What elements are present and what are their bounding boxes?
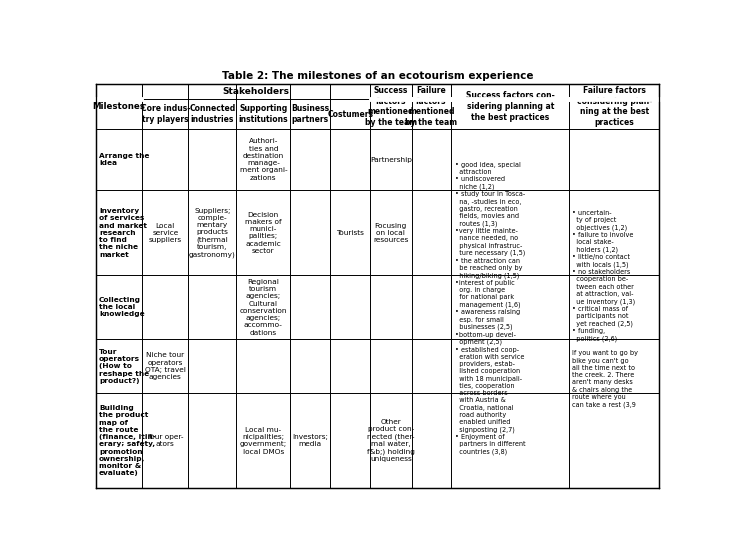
- Text: Success
factors
mentioned
by the team: Success factors mentioned by the team: [365, 86, 417, 127]
- Text: Collecting
the local
knowledge: Collecting the local knowledge: [99, 297, 144, 317]
- Text: Business
partners: Business partners: [291, 104, 329, 124]
- Text: Authori-
ties and
destination
manage-
ment organi-
zations: Authori- ties and destination manage- me…: [240, 138, 287, 181]
- Text: Core indus-
try players: Core indus- try players: [141, 104, 190, 124]
- Text: Tour oper-
ators: Tour oper- ators: [147, 434, 184, 447]
- Text: Supporting
institutions: Supporting institutions: [239, 104, 288, 124]
- Text: Tourists: Tourists: [336, 229, 364, 236]
- Text: Regional
tourism
agencies;
Cultural
conservation
agencies;
accommo-
dations: Regional tourism agencies; Cultural cons…: [240, 279, 287, 336]
- Text: Stakeholders: Stakeholders: [223, 87, 290, 96]
- Text: Inventory
of services
and market
research
to find
the niche
market: Inventory of services and market researc…: [99, 208, 147, 258]
- Text: Focusing
on local
resources: Focusing on local resources: [373, 222, 408, 243]
- Text: Failure factors
considering plan-
ning at the best
practices: Failure factors considering plan- ning a…: [577, 86, 652, 127]
- Text: Niche tour
operators
OTA; travel
agencies: Niche tour operators OTA; travel agencie…: [145, 352, 186, 380]
- Text: Tour
operators
(How to
reshape the
product?): Tour operators (How to reshape the produ…: [99, 349, 149, 384]
- Text: Building
the product
map of
the route
(finance, itin-
erary; safety,
promotion
o: Building the product map of the route (f…: [99, 405, 156, 477]
- Text: • uncertain-
  ty of project
  objectives (1,2)
• failure to involve
  local sta: • uncertain- ty of project objectives (1…: [573, 210, 638, 408]
- Text: Local
service
suppliers: Local service suppliers: [149, 222, 182, 243]
- Text: Arrange the
idea: Arrange the idea: [99, 153, 150, 166]
- Text: Suppliers;
comple-
mentary
products
(thermal
tourism,
gastronomy): Suppliers; comple- mentary products (the…: [189, 207, 236, 258]
- Text: • good idea, special
  attraction
• undiscovered
  niche (1,2)
• study tour in T: • good idea, special attraction • undisc…: [455, 162, 525, 455]
- Text: Success factors con-
sidering planning at
the best practices: Success factors con- sidering planning a…: [466, 91, 555, 122]
- Text: Investors;
media: Investors; media: [293, 434, 328, 447]
- Text: Other
product con-
nected (ther-
mal water,
f&b;) holding
uniqueness: Other product con- nected (ther- mal wat…: [367, 419, 415, 462]
- Text: Partnership: Partnership: [370, 156, 412, 163]
- Text: Milestones: Milestones: [93, 102, 145, 111]
- Text: Decision
makers of
munici-
palities;
academic
sector: Decision makers of munici- palities; aca…: [245, 212, 282, 254]
- Text: Failure
factors
mentioned
by the team: Failure factors mentioned by the team: [405, 86, 458, 127]
- Text: Local mu-
nicipalities;
government;
local DMOs: Local mu- nicipalities; government; loca…: [240, 427, 287, 455]
- Text: Table 2: The milestones of an ecotourism experience: Table 2: The milestones of an ecotourism…: [222, 71, 534, 81]
- Text: Costumers: Costumers: [327, 109, 373, 118]
- Text: Connected
industries: Connected industries: [189, 104, 236, 124]
